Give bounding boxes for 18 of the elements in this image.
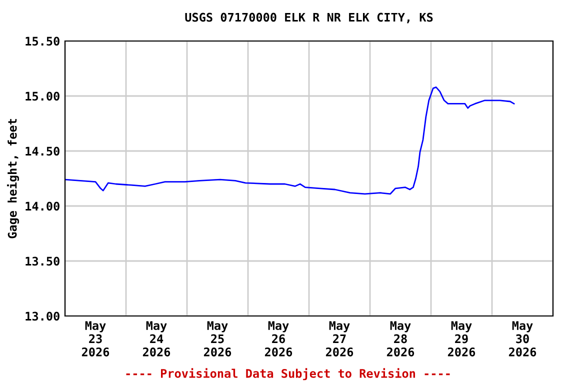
text: ---- Provisional Data Subject to Revision ---- <box>126 368 450 380</box>
x-tick-label: May 23 2026 <box>82 321 110 356</box>
x-tick-label: May 29 2026 <box>448 321 476 356</box>
x-tick-label: May 24 2026 <box>142 321 170 356</box>
y-tick-label: 13.50 <box>26 256 60 266</box>
x-tick-label: May 28 2026 <box>386 321 414 356</box>
x-tick-label: May 30 2026 <box>508 321 536 356</box>
y-tick-label: 14.50 <box>26 146 60 156</box>
y-tick-label: 15.50 <box>26 36 60 46</box>
y-tick-label: 14.00 <box>26 202 60 211</box>
x-tick-label: May 27 2026 <box>326 321 354 356</box>
x-tick-label: May 26 2026 <box>264 321 292 356</box>
chart-title: USGS 07170000 ELK R NR ELK CITY, KS <box>185 12 433 24</box>
y-tick-label: 13.00 <box>26 312 60 321</box>
line-series <box>65 86 515 195</box>
y-axis-title: Gage height, feet <box>6 119 20 238</box>
y-tick-label: 15.00 <box>26 92 60 101</box>
x-tick-label: May 25 2026 <box>204 321 232 356</box>
